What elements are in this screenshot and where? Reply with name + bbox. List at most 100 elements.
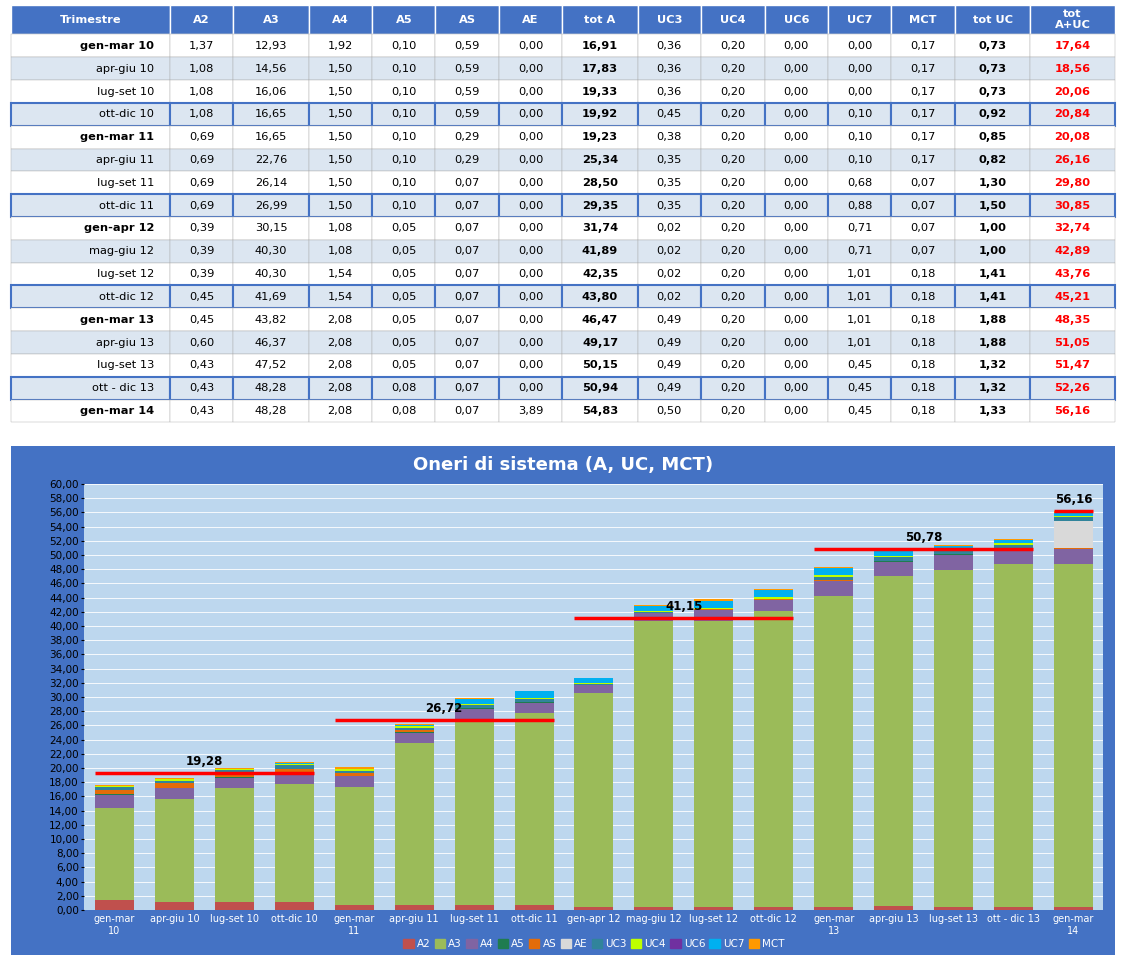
Bar (935, 549, 973, 550)
Bar (574, 907, 614, 910)
Bar (334, 774, 374, 776)
Bar (695, 907, 733, 910)
Bar (994, 543, 1033, 545)
Bar (574, 678, 614, 684)
Bar (874, 905, 913, 910)
Bar (814, 575, 854, 577)
Bar (155, 799, 194, 902)
Bar (95, 790, 134, 794)
Bar (695, 599, 733, 601)
Bar (215, 778, 253, 788)
Bar (874, 577, 913, 905)
Bar (935, 544, 973, 546)
Bar (935, 907, 973, 910)
Bar (695, 621, 733, 907)
Bar (754, 597, 794, 599)
Bar (634, 606, 673, 611)
Bar (574, 685, 614, 693)
Bar (275, 774, 314, 784)
Bar (95, 784, 134, 786)
Bar (275, 902, 314, 910)
Bar (334, 767, 374, 769)
Bar (334, 787, 374, 905)
Bar (1054, 564, 1093, 907)
Bar (155, 780, 194, 783)
Bar (574, 693, 614, 907)
Bar (155, 788, 194, 799)
Bar (394, 726, 434, 728)
Bar (215, 770, 253, 773)
Bar (1054, 549, 1093, 564)
Bar (814, 581, 854, 595)
Bar (394, 743, 434, 905)
Text: 50,78: 50,78 (905, 532, 942, 544)
Text: Oneri di sistema (A, UC, MCT): Oneri di sistema (A, UC, MCT) (413, 456, 713, 474)
Bar (275, 765, 314, 769)
Bar (994, 540, 1033, 543)
Bar (95, 787, 134, 790)
Bar (994, 564, 1033, 907)
Bar (455, 905, 493, 910)
Bar (994, 545, 1033, 548)
Bar (215, 773, 253, 777)
Bar (754, 600, 794, 611)
Bar (455, 708, 493, 719)
Bar (334, 905, 374, 910)
Bar (515, 713, 554, 905)
Text: 26,72: 26,72 (426, 703, 463, 715)
Bar (874, 556, 913, 558)
Bar (754, 907, 794, 910)
Bar (994, 539, 1033, 540)
Bar (515, 699, 554, 702)
Bar (634, 613, 673, 621)
Bar (275, 764, 314, 765)
Bar (455, 706, 493, 708)
Bar (754, 589, 794, 590)
Bar (455, 699, 493, 704)
Bar (754, 611, 794, 907)
Bar (155, 902, 194, 910)
Bar (634, 621, 673, 907)
Bar (994, 549, 1033, 564)
Bar (515, 703, 554, 713)
Bar (874, 547, 913, 549)
Bar (215, 788, 253, 902)
Bar (334, 769, 374, 771)
Bar (215, 768, 253, 769)
Bar (935, 555, 973, 569)
Legend: A2, A3, A4, A5, AS, AE, UC3, UC4, UC6, UC7, MCT: A2, A3, A4, A5, AS, AE, UC3, UC4, UC6, U… (403, 939, 785, 948)
Bar (874, 558, 913, 561)
Bar (1054, 907, 1093, 910)
Bar (935, 546, 973, 549)
Bar (814, 595, 854, 907)
Bar (155, 783, 194, 787)
Bar (394, 732, 434, 743)
Bar (275, 784, 314, 902)
Bar (634, 611, 673, 612)
Bar (275, 769, 314, 773)
Bar (455, 719, 493, 905)
Bar (1054, 520, 1093, 548)
Bar (155, 779, 194, 780)
Bar (275, 762, 314, 763)
Text: 19,28: 19,28 (186, 756, 223, 768)
Bar (394, 905, 434, 910)
Bar (1054, 516, 1093, 517)
Bar (695, 601, 733, 608)
Bar (95, 786, 134, 787)
Bar (874, 549, 913, 556)
Text: 41,15: 41,15 (665, 600, 703, 612)
Bar (515, 698, 554, 699)
Bar (95, 795, 134, 808)
Bar (634, 907, 673, 910)
Bar (935, 569, 973, 907)
Bar (695, 611, 733, 621)
Bar (95, 900, 134, 910)
Bar (394, 724, 434, 726)
Bar (695, 608, 733, 610)
Bar (935, 550, 973, 554)
Bar (814, 566, 854, 568)
Bar (455, 704, 493, 706)
Bar (814, 577, 854, 580)
Bar (334, 771, 374, 774)
